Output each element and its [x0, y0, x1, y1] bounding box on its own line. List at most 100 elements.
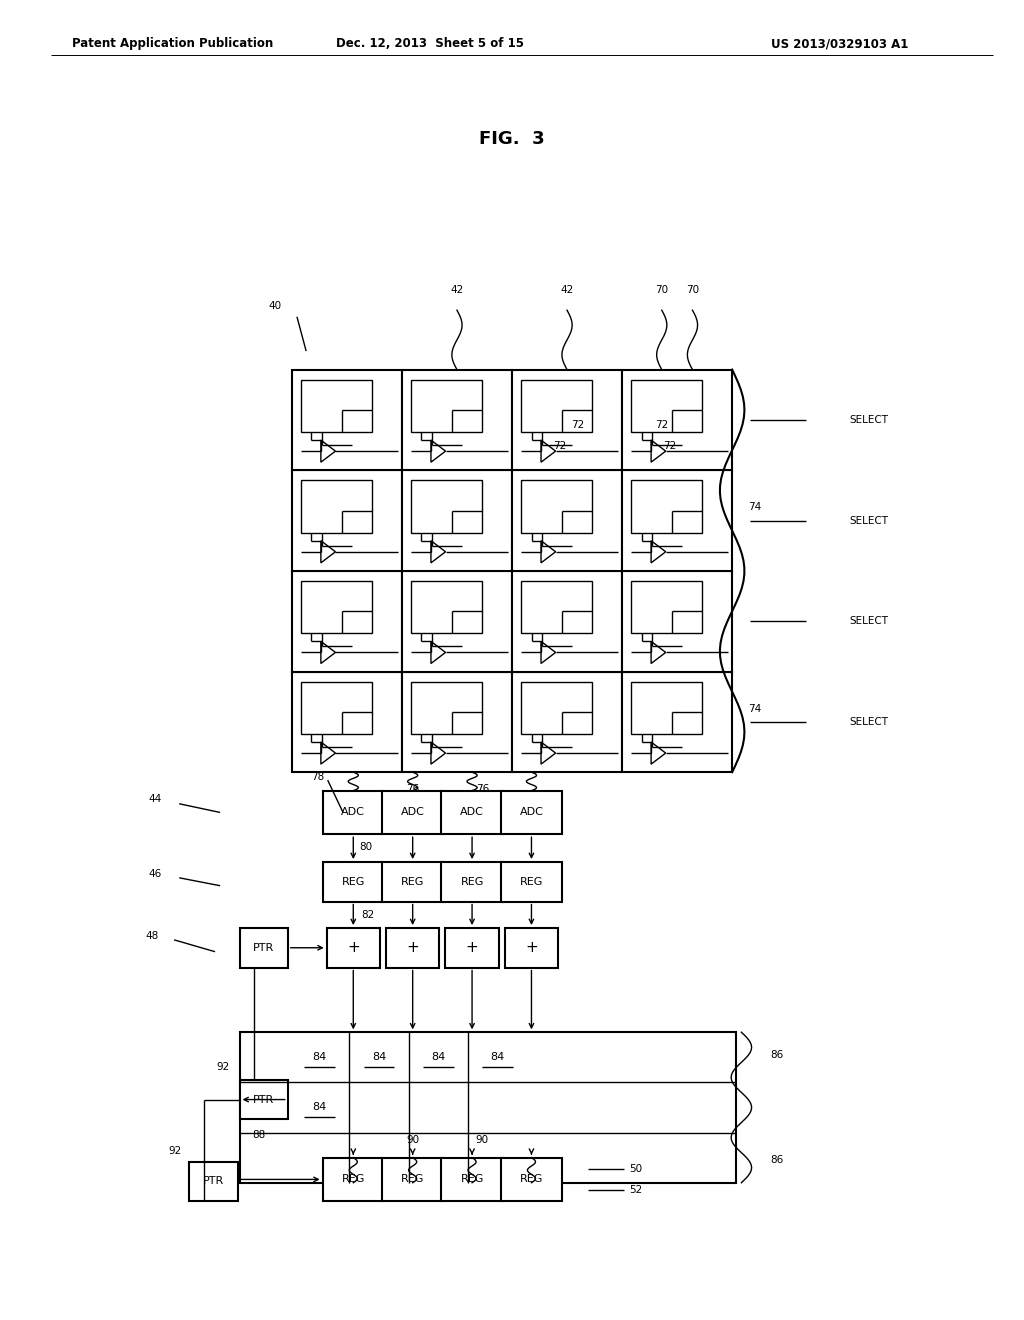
- Bar: [189, 1162, 238, 1201]
- Bar: [505, 928, 558, 968]
- Text: 70: 70: [655, 285, 669, 296]
- Bar: [323, 1158, 384, 1201]
- Text: SELECT: SELECT: [849, 717, 888, 727]
- Bar: [501, 862, 562, 902]
- Text: REG: REG: [342, 1175, 365, 1184]
- Bar: [401, 570, 512, 672]
- Bar: [512, 370, 623, 470]
- Text: +: +: [407, 940, 419, 956]
- Bar: [292, 570, 401, 672]
- Bar: [301, 681, 372, 734]
- Bar: [622, 470, 732, 570]
- Text: SELECT: SELECT: [849, 414, 888, 425]
- Text: PTR: PTR: [253, 1094, 274, 1105]
- Text: 90: 90: [476, 1135, 488, 1146]
- Bar: [441, 791, 503, 834]
- Bar: [382, 791, 443, 834]
- Text: SELECT: SELECT: [849, 616, 888, 626]
- Text: 72: 72: [570, 420, 584, 430]
- Text: 80: 80: [359, 842, 372, 853]
- Bar: [382, 862, 443, 902]
- Bar: [411, 581, 482, 634]
- Text: REG: REG: [342, 876, 365, 887]
- Bar: [292, 672, 401, 772]
- Text: Dec. 12, 2013  Sheet 5 of 15: Dec. 12, 2013 Sheet 5 of 15: [336, 37, 524, 50]
- Bar: [512, 672, 623, 772]
- Bar: [382, 1158, 443, 1201]
- Bar: [521, 581, 592, 634]
- Text: 84: 84: [372, 1052, 386, 1063]
- Text: 86: 86: [771, 1049, 783, 1060]
- Text: +: +: [525, 940, 538, 956]
- Bar: [323, 862, 384, 902]
- Bar: [386, 928, 439, 968]
- Text: 44: 44: [148, 795, 162, 804]
- Text: 42: 42: [451, 285, 464, 296]
- Text: 84: 84: [431, 1052, 445, 1063]
- Text: 90: 90: [407, 1135, 419, 1146]
- Text: 72: 72: [663, 441, 676, 450]
- Bar: [240, 1080, 288, 1119]
- Text: 84: 84: [312, 1052, 327, 1063]
- Bar: [401, 370, 512, 470]
- Text: ADC: ADC: [519, 808, 544, 817]
- Text: REG: REG: [520, 876, 543, 887]
- Bar: [401, 470, 512, 570]
- Bar: [411, 480, 482, 533]
- Text: 72: 72: [553, 441, 566, 450]
- Bar: [240, 1032, 736, 1183]
- Bar: [301, 581, 372, 634]
- Text: FIG.  3: FIG. 3: [479, 129, 545, 148]
- Bar: [327, 928, 380, 968]
- Bar: [323, 791, 384, 834]
- Bar: [631, 380, 702, 432]
- Text: 92: 92: [216, 1061, 229, 1072]
- Bar: [521, 681, 592, 734]
- Bar: [631, 581, 702, 634]
- Text: 78: 78: [311, 772, 325, 783]
- Bar: [501, 1158, 562, 1201]
- Text: Patent Application Publication: Patent Application Publication: [72, 37, 273, 50]
- Text: 48: 48: [145, 931, 159, 941]
- Text: 46: 46: [148, 869, 162, 879]
- Text: PTR: PTR: [203, 1176, 224, 1187]
- Text: 70: 70: [686, 285, 699, 296]
- Bar: [301, 480, 372, 533]
- Text: 76: 76: [476, 784, 488, 795]
- Text: 86: 86: [771, 1155, 783, 1166]
- Text: 74: 74: [749, 704, 761, 714]
- Text: REG: REG: [461, 876, 483, 887]
- Text: 82: 82: [361, 909, 374, 920]
- Bar: [292, 470, 401, 570]
- Text: 52: 52: [629, 1185, 642, 1196]
- Text: REG: REG: [401, 1175, 424, 1184]
- Bar: [445, 928, 499, 968]
- Bar: [411, 380, 482, 432]
- Bar: [521, 380, 592, 432]
- Text: 76: 76: [407, 784, 419, 795]
- Bar: [401, 672, 512, 772]
- Bar: [301, 380, 372, 432]
- Text: 84: 84: [312, 1102, 327, 1113]
- Bar: [512, 470, 623, 570]
- Bar: [631, 681, 702, 734]
- Bar: [411, 681, 482, 734]
- Bar: [521, 480, 592, 533]
- Text: +: +: [466, 940, 478, 956]
- Text: 40: 40: [268, 301, 282, 312]
- Bar: [441, 862, 503, 902]
- Text: 92: 92: [168, 1146, 181, 1156]
- Text: REG: REG: [461, 1175, 483, 1184]
- Text: PTR: PTR: [253, 942, 274, 953]
- Text: 74: 74: [749, 503, 761, 512]
- Bar: [631, 480, 702, 533]
- Bar: [292, 370, 401, 470]
- Text: REG: REG: [520, 1175, 543, 1184]
- Bar: [622, 570, 732, 672]
- Text: ADC: ADC: [460, 808, 484, 817]
- Text: 42: 42: [560, 285, 573, 296]
- Text: ADC: ADC: [341, 808, 366, 817]
- Text: REG: REG: [401, 876, 424, 887]
- Bar: [501, 791, 562, 834]
- Text: 72: 72: [655, 420, 669, 430]
